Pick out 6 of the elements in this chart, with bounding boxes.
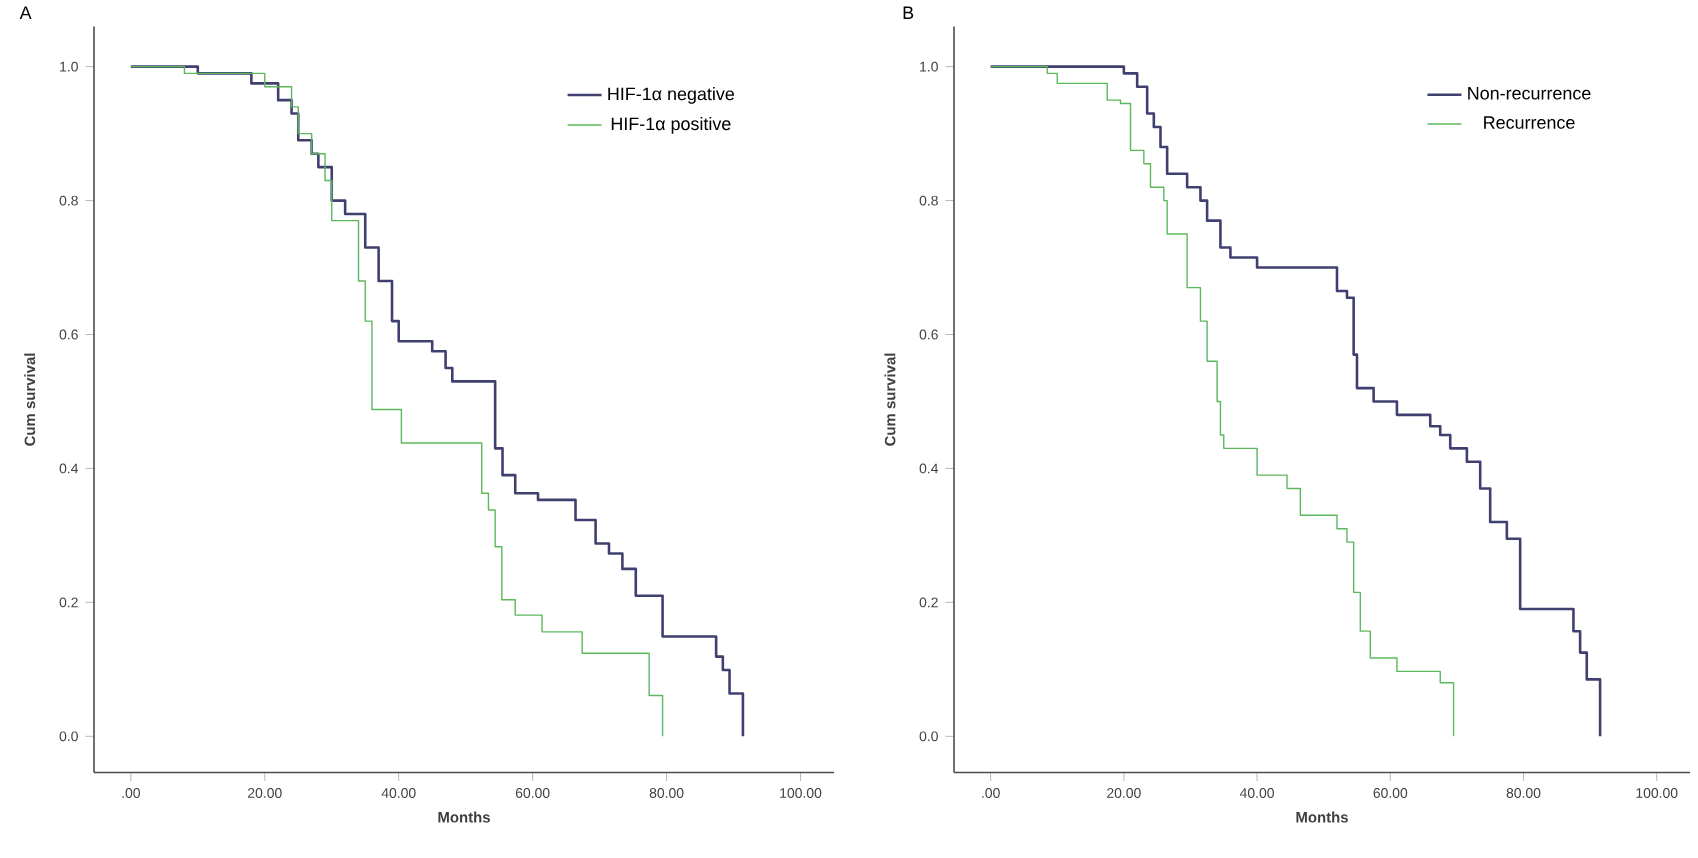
legend-label: Recurrence <box>1484 116 1575 129</box>
legend-label: HIF-1α negative <box>608 86 735 104</box>
legend-label: Non-recurrence <box>1468 86 1591 100</box>
legend-label: HIF-1α positive <box>611 116 731 134</box>
chart-title: A <box>19 6 32 19</box>
chart-title: B <box>903 6 914 19</box>
